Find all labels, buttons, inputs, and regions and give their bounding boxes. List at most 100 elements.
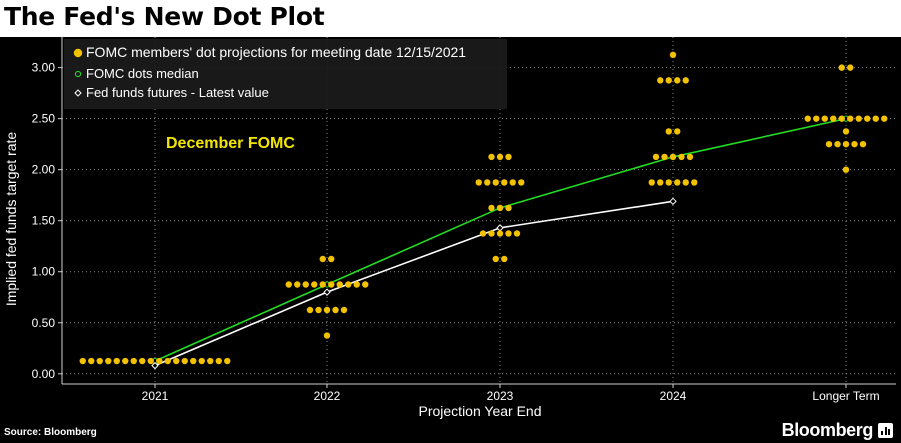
y-tick-label: 1.50 — [32, 214, 56, 228]
legend-entry: FOMC members' dot projections for meetin… — [86, 44, 466, 60]
fomc-dot — [311, 281, 318, 288]
fomc-dot — [122, 357, 129, 365]
fomc-dot — [353, 281, 360, 288]
fomc-dot — [306, 306, 314, 314]
fomc-dot — [105, 357, 112, 365]
fomc-dot — [224, 357, 231, 365]
fomc-dot — [838, 64, 845, 71]
fomc-dot — [842, 166, 850, 173]
fomc-dot — [834, 140, 841, 148]
fomc-dot — [813, 115, 820, 122]
fomc-dot — [345, 281, 352, 288]
legend-box — [64, 39, 507, 109]
fomc-dot — [501, 179, 508, 186]
fomc-dot — [130, 357, 137, 365]
legend-entry: FOMC dots median — [86, 66, 199, 81]
fomc-dot — [113, 357, 120, 365]
source-note: Source: Bloomberg — [4, 427, 97, 438]
fomc-dot — [881, 115, 888, 122]
fomc-dot — [323, 332, 331, 339]
fomc-dot — [181, 357, 188, 365]
fomc-dot — [669, 153, 677, 161]
y-tick-label: 0.50 — [32, 316, 56, 330]
fomc-dot — [669, 51, 677, 59]
fomc-dot — [505, 230, 512, 237]
fomc-dot — [838, 115, 845, 122]
fomc-dot — [851, 140, 858, 148]
legend-entry: Fed funds futures - Latest value — [86, 85, 269, 100]
legend: FOMC members' dot projections for meetin… — [64, 39, 507, 109]
fomc-dot — [336, 281, 343, 288]
fomc-dot — [496, 153, 504, 161]
fomc-dot — [496, 204, 504, 212]
fomc-dot — [496, 230, 504, 237]
x-tick-label: 2021 — [142, 389, 169, 403]
axes: 0.00 0.50 1.00 1.50 2.00 2.50 3.00 2021 2022 2023… — [32, 37, 896, 403]
fomc-dot — [674, 179, 681, 186]
fomc-dot — [190, 357, 197, 365]
bloomberg-chart-icon — [878, 423, 893, 438]
y-tick-label: 1.00 — [32, 265, 56, 279]
fomc-dot — [207, 357, 214, 365]
page-title: The Fed's New Dot Plot — [4, 2, 325, 31]
fomc-dot — [492, 179, 499, 186]
fomc-dot — [665, 179, 672, 186]
fomc-dot — [678, 153, 685, 161]
fomc-dot — [804, 115, 811, 122]
fomc-dot — [88, 357, 95, 365]
futures-point — [669, 197, 677, 206]
fomc-dot — [294, 281, 301, 288]
fomc-dot — [674, 77, 681, 84]
fomc-dot — [488, 153, 495, 161]
y-tick-label: 3.00 — [32, 61, 56, 75]
fomc-dot — [488, 204, 495, 212]
fomc-dot — [147, 357, 154, 365]
fomc-dot — [682, 179, 689, 186]
fomc-dot — [686, 153, 694, 161]
x-axis-label: Projection Year End — [419, 403, 542, 419]
y-tick-label: 2.00 — [32, 163, 56, 177]
fomc-dot — [198, 357, 205, 365]
fomc-dot — [872, 115, 879, 122]
fomc-dot — [328, 255, 335, 263]
fomc-dot — [475, 179, 482, 186]
legend-median-marker — [74, 70, 82, 78]
y-tick-label: 2.50 — [32, 112, 56, 126]
futures-series-line — [154, 200, 674, 367]
fomc-dot — [488, 230, 495, 237]
fomc-dot — [505, 204, 512, 212]
fomc-dot — [362, 281, 369, 288]
fomc-dot — [492, 255, 499, 263]
fomc-dot — [328, 281, 335, 288]
fomc-dot — [674, 128, 681, 135]
fomc-dot — [513, 230, 521, 237]
fomc-dot — [139, 357, 146, 365]
annotation-december-fomc: December FOMC — [166, 135, 295, 152]
fomc-dot — [691, 179, 698, 186]
fomc-dot — [842, 140, 850, 148]
fomc-dot — [648, 179, 655, 186]
y-axis-label: Implied fed funds target rate — [3, 132, 19, 307]
fomc-dot — [156, 357, 163, 365]
fomc-dot — [665, 128, 672, 135]
futures-point — [323, 288, 331, 296]
fomc-dot — [842, 128, 850, 135]
fomc-dot — [315, 306, 322, 314]
fomc-dot — [855, 115, 862, 122]
legend-futures-marker — [74, 89, 82, 97]
fomc-dot — [173, 357, 180, 365]
fomc-dot — [501, 255, 508, 263]
fomc-dot — [505, 153, 512, 161]
fomc-dot — [285, 281, 292, 288]
fomc-dot — [821, 115, 828, 122]
fomc-dot — [652, 153, 660, 161]
fomc-dot — [825, 140, 833, 148]
futures-point — [496, 224, 504, 232]
title-bar: The Fed's New Dot Plot — [0, 0, 901, 37]
fomc-dot — [479, 230, 487, 237]
fomc-dot — [215, 357, 222, 365]
fomc-dot — [332, 306, 339, 314]
dot-plot-chart: 0.00 0.50 1.00 1.50 2.00 2.50 3.00 2021 2022 2023… — [3, 37, 896, 419]
fomc-dot — [484, 179, 491, 186]
legend-dot-marker — [73, 48, 83, 58]
